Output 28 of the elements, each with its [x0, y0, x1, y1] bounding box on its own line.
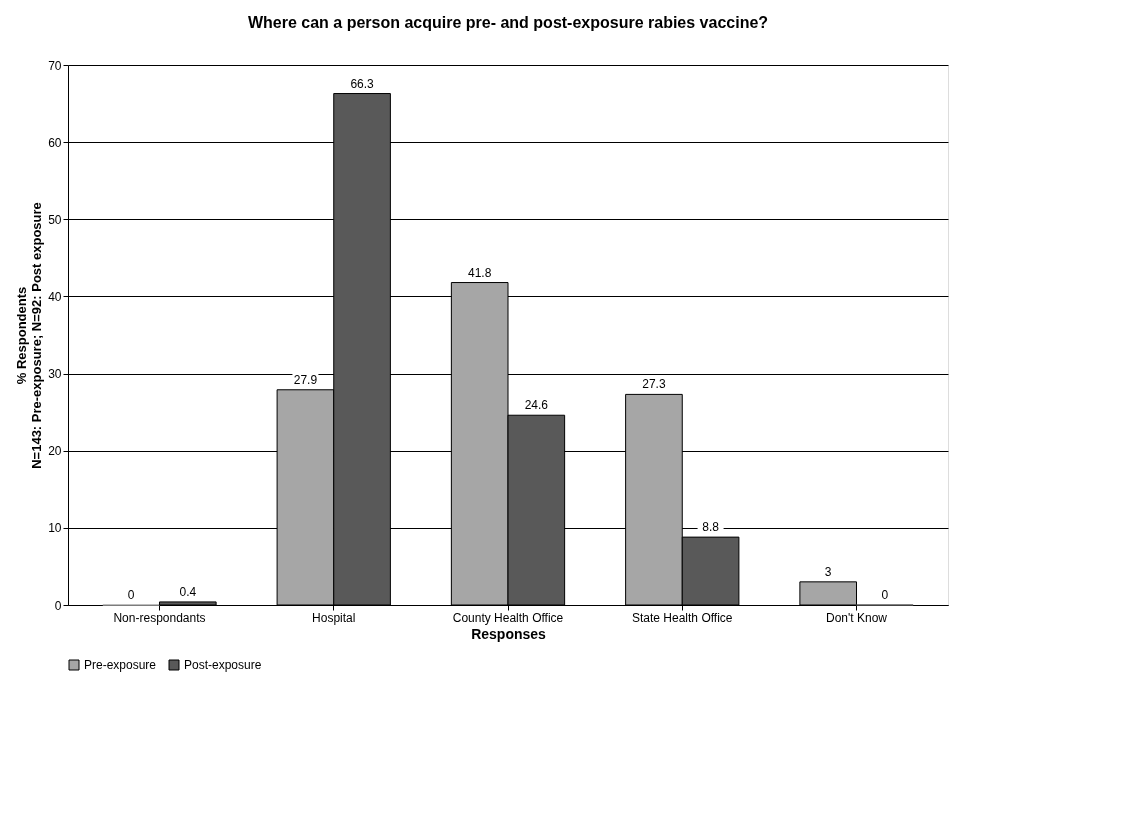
chart-title: Where can a person acquire pre- and post-exposure rabies vaccine?	[247, 14, 769, 31]
y-tick-label: 30	[48, 367, 62, 382]
y-tick-label: 20	[48, 444, 62, 459]
y-tick-label: 40	[48, 289, 62, 304]
data-label: 66.3	[350, 76, 375, 91]
y-tick-label: 60	[48, 135, 62, 150]
data-label: 41.8	[468, 265, 492, 280]
y-tick-label: 0	[54, 598, 62, 613]
x-axis-title: Responses	[471, 625, 547, 642]
y-axis-title: % Respondents N=143: Pre-exposure; N=92: Post exposure	[14, 202, 45, 469]
legend-label: Post-exposure	[184, 658, 262, 672]
data-label: 27.9	[293, 372, 318, 387]
legend-label: Pre-exposure	[84, 658, 157, 672]
data-label: 27.3	[642, 377, 666, 392]
data-label: 0.4	[179, 584, 197, 599]
data-label: 3	[824, 564, 832, 579]
data-label: 24.6	[524, 398, 549, 413]
data-label: 0	[881, 588, 889, 602]
y-tick-label: 10	[48, 521, 62, 536]
x-tick-label: Hospital	[312, 610, 356, 625]
y-tick-label: 70	[48, 58, 62, 73]
y-tick-label: 50	[48, 212, 62, 227]
x-tick-label: Non-respondants	[113, 610, 206, 625]
x-tick-label: State Health Office	[632, 610, 733, 625]
x-tick-label: Don't Know	[826, 610, 888, 625]
data-label: 0	[127, 588, 135, 602]
x-tick-label: County Health Office	[452, 610, 564, 625]
data-label: 8.8	[702, 520, 720, 535]
